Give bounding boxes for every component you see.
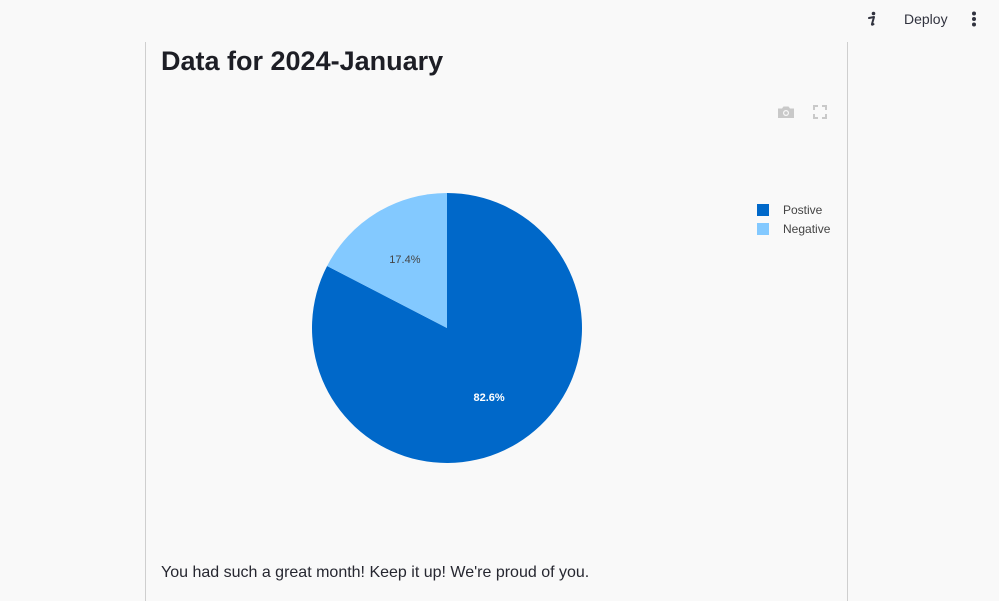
legend-item-negative[interactable]: Negative (757, 219, 830, 238)
pie-label-postive: 82.6% (474, 392, 505, 404)
legend-swatch-positive (757, 203, 769, 216)
info-icon[interactable] (862, 9, 882, 29)
legend-label-positive: Postive (783, 202, 823, 217)
camera-icon[interactable] (776, 102, 796, 122)
page-title: Data for 2024-January (161, 46, 444, 76)
content-left-border (145, 42, 146, 601)
content-right-border (847, 42, 848, 601)
chart-modebar (776, 102, 830, 122)
kebab-menu-icon[interactable] (964, 9, 984, 29)
fullscreen-icon[interactable] (810, 102, 830, 122)
chart-legend: Postive Negative (757, 200, 830, 238)
legend-label-negative: Negative (783, 221, 831, 236)
legend-swatch-negative (757, 222, 769, 235)
pie-slice-negative[interactable] (327, 193, 447, 328)
pie-chart: 82.6% 17.4% (312, 193, 582, 464)
legend-item-positive[interactable]: Postive (757, 200, 830, 219)
deploy-button[interactable]: Deploy (904, 11, 948, 27)
pie-slice-postive[interactable] (312, 193, 582, 464)
pie-chart-area: 82.6% 17.4% (160, 130, 840, 530)
pie-label-negative: 17.4% (389, 254, 420, 266)
top-toolbar: Deploy (0, 0, 999, 40)
encouragement-message: You had such a great month! Keep it up! … (161, 564, 590, 581)
